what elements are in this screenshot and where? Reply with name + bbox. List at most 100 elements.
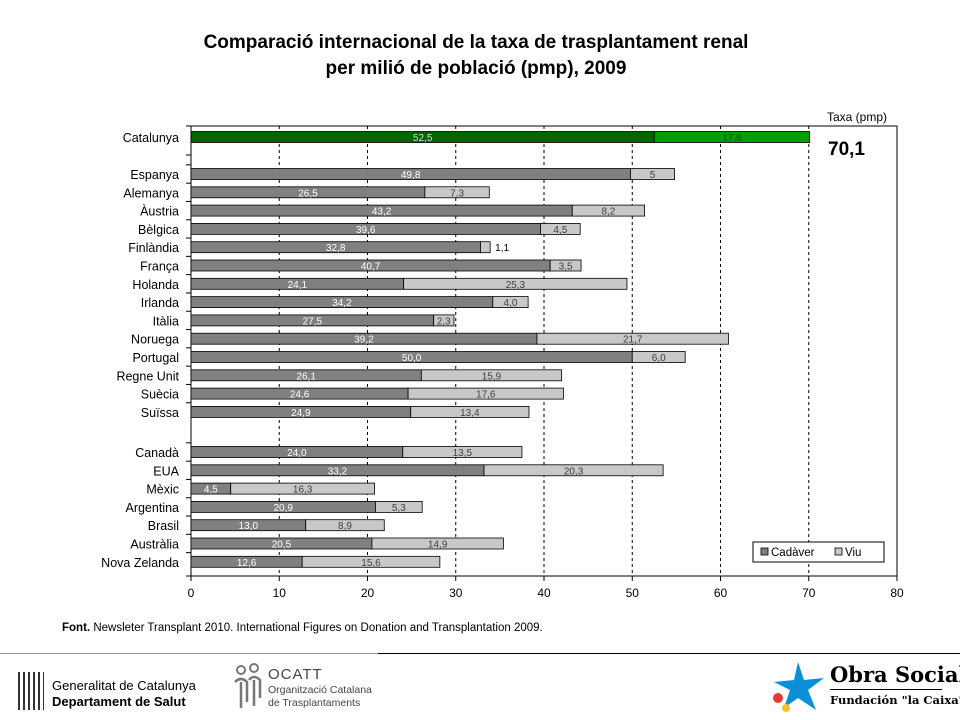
- data-label-cadaver: 24,1: [288, 280, 308, 291]
- data-label-cadaver: 26,5: [298, 188, 318, 199]
- data-label-cadaver: 43,2: [372, 207, 392, 218]
- data-label-cadaver: 32,8: [326, 243, 346, 254]
- x-tick-label: 40: [537, 586, 551, 600]
- data-label-cadaver: 34,2: [332, 298, 352, 309]
- obra-social-foundation: Fundación "la Caixa": [830, 693, 960, 707]
- data-label-viu: 8,2: [601, 207, 615, 218]
- gencat-shield-icon: [18, 672, 44, 710]
- data-label-cadaver: 26,1: [296, 371, 316, 382]
- x-tick-label: 30: [449, 586, 463, 600]
- data-label-viu: 6,0: [652, 353, 666, 364]
- bar-viu: [371, 537, 504, 550]
- bar-viu: [410, 405, 530, 418]
- obra-social-logo: Obra Social Fundación "la Caixa": [768, 658, 960, 714]
- category-label: Argentina: [125, 501, 179, 515]
- bar-chart: 0 10 20 30 40 50 60 70 80 Catalunya 52,5 17,6 Espany…: [101, 110, 904, 600]
- category-label: EUA: [153, 464, 179, 478]
- data-label-viu: 25,3: [506, 280, 526, 291]
- bar-viu: [402, 446, 523, 458]
- category-label: Holanda: [132, 278, 179, 292]
- data-label-cadaver: 49,8: [401, 170, 421, 181]
- footer-divider-left: [0, 653, 378, 654]
- legend-box: [752, 541, 885, 563]
- data-label-viu: 8,9: [338, 521, 352, 532]
- data-label-viu: 15,9: [482, 371, 502, 382]
- data-label-viu: 17,6: [476, 390, 496, 401]
- ocatt-name: OCATT: [268, 666, 323, 683]
- bar-viu: [480, 241, 491, 254]
- data-label-viu: 20,3: [564, 466, 584, 477]
- legend-swatch: [834, 547, 843, 556]
- catalunya-total-label: 70,1: [828, 139, 865, 160]
- x-tick-label: 10: [273, 586, 287, 600]
- category-label: Catalunya: [123, 131, 179, 145]
- x-tick-label: 0: [188, 586, 195, 600]
- gencat-name: Generalitat de Catalunya: [52, 678, 196, 693]
- data-label-viu: 15,6: [361, 558, 381, 569]
- data-label-viu: 14,9: [428, 540, 448, 551]
- category-label: Regne Unit: [116, 369, 179, 383]
- bar-viu: [630, 168, 676, 180]
- category-label: França: [140, 260, 179, 274]
- data-label-viu: 17,6: [722, 133, 742, 144]
- footer-divider-right: [378, 653, 960, 654]
- category-label: Suïssa: [141, 406, 179, 420]
- bar-viu: [483, 464, 664, 477]
- source-note: Font. Newsleter Transplant 2010. Interna…: [62, 622, 543, 634]
- category-label: Mèxic: [146, 483, 179, 497]
- x-tick-label: 50: [626, 586, 640, 600]
- bar-viu: [424, 186, 490, 199]
- legend-label: Viu: [845, 547, 861, 559]
- bar-viu: [653, 131, 811, 143]
- category-label: Canadà: [135, 446, 179, 460]
- category-label: Brasil: [148, 519, 179, 533]
- data-label-viu: 3,5: [559, 262, 573, 273]
- data-label-viu: 5: [650, 170, 656, 181]
- data-label-viu: 21,7: [623, 335, 643, 346]
- data-label-cadaver: 24,0: [287, 448, 307, 459]
- x-tick-label: 70: [802, 586, 816, 600]
- category-label: Irlanda: [141, 296, 179, 310]
- x-tick-label: 60: [714, 586, 728, 600]
- data-label-cadaver: 13,0: [239, 521, 259, 532]
- chart-title-line1: Comparació internacional de la taxa de t…: [203, 32, 749, 53]
- data-label-cadaver: 20,5: [272, 540, 292, 551]
- bar-viu: [549, 259, 582, 272]
- bar-viu: [403, 277, 628, 290]
- data-label-viu: 7,3: [450, 188, 464, 199]
- category-label: Portugal: [132, 351, 179, 365]
- data-label-cadaver: 20,9: [273, 503, 293, 514]
- data-label-cadaver: 39,2: [354, 335, 374, 346]
- x-tick-label: 80: [890, 586, 904, 600]
- bar-viu: [230, 482, 375, 495]
- bar-viu: [375, 500, 423, 513]
- chart-title-line2: per milió de població (pmp), 2009: [325, 58, 627, 79]
- data-label-viu: 4,0: [504, 298, 518, 309]
- category-label: Itàlia: [153, 314, 179, 328]
- data-label-cadaver: 40,7: [361, 262, 381, 273]
- obra-social-rule: [830, 689, 942, 690]
- legend-swatch: [760, 547, 769, 556]
- category-label: Suècia: [141, 388, 179, 402]
- data-label-cadaver: 24,9: [291, 408, 311, 419]
- bar-viu: [407, 387, 564, 400]
- ocatt-line2: de Trasplantaments: [268, 697, 361, 709]
- la-caixa-star-icon: [773, 662, 824, 712]
- data-label-viu: 4,5: [553, 225, 567, 236]
- data-label-cadaver: 12,6: [237, 558, 257, 569]
- category-label: Alemanya: [123, 186, 179, 200]
- data-label-viu: 1,1: [495, 243, 509, 254]
- bar-viu: [536, 332, 729, 345]
- data-label-viu: 16,3: [293, 485, 313, 496]
- data-label-cadaver: 39,6: [356, 225, 376, 236]
- source-label: Font.: [62, 622, 91, 634]
- obra-social-name: Obra Social: [830, 662, 960, 687]
- data-label-viu: 13,5: [453, 448, 473, 459]
- x-tick-label: 20: [361, 586, 375, 600]
- bar-viu: [492, 296, 529, 309]
- category-label: Noruega: [131, 333, 179, 347]
- data-label-viu: 5,3: [392, 503, 406, 514]
- category-label: Espanya: [130, 168, 179, 182]
- bar-viu: [631, 351, 686, 363]
- category-label: Austràlia: [130, 538, 179, 552]
